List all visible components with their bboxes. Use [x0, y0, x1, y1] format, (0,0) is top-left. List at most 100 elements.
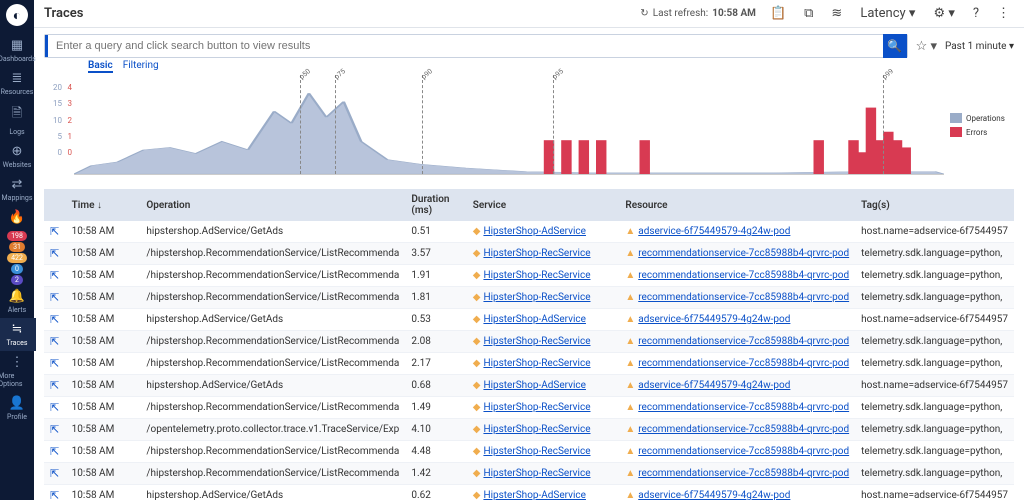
- open-trace-icon[interactable]: ⇱: [50, 401, 59, 414]
- latency-dropdown[interactable]: Latency ▾: [856, 4, 919, 23]
- nav-item[interactable]: 🔥: [0, 206, 36, 229]
- col-header[interactable]: Resource: [619, 189, 855, 221]
- nav-resources[interactable]: ≣Resources: [0, 67, 36, 100]
- resource-link[interactable]: recommendationservice-7cc85988b4-qrvrc-p…: [638, 468, 849, 479]
- table-row[interactable]: ⇱10:58 AMhipstershop.AdService/GetAds0.5…: [44, 221, 1014, 243]
- nav-dashboards[interactable]: ▦Dashboards: [0, 34, 36, 67]
- nav-more-options[interactable]: ⋮More Options: [0, 351, 36, 392]
- open-trace-icon[interactable]: ⇱: [50, 313, 59, 326]
- resource-link[interactable]: recommendationservice-7cc85988b4-qrvrc-p…: [638, 424, 849, 435]
- open-trace-icon[interactable]: ⇱: [50, 379, 59, 392]
- tab-filtering[interactable]: Filtering: [123, 60, 159, 73]
- col-header[interactable]: Operation: [140, 189, 405, 221]
- resource-link[interactable]: recommendationservice-7cc85988b4-qrvrc-p…: [638, 270, 849, 281]
- alert-badge[interactable]: 31: [9, 242, 25, 252]
- open-trace-icon[interactable]: ⇱: [50, 467, 59, 480]
- resource-link[interactable]: recommendationservice-7cc85988b4-qrvrc-p…: [638, 336, 849, 347]
- resource-link[interactable]: recommendationservice-7cc85988b4-qrvrc-p…: [638, 446, 849, 457]
- service-link[interactable]: HipsterShop-RecService: [483, 468, 590, 479]
- last-refresh[interactable]: ↻ Last refresh: 10:58 AM: [640, 8, 756, 19]
- wave-icon[interactable]: ≋: [827, 4, 846, 23]
- resource-link[interactable]: adservice-6f75449579-4g24w-pod: [638, 314, 790, 325]
- resource-link[interactable]: adservice-6f75449579-4g24w-pod: [638, 490, 790, 500]
- open-trace-icon[interactable]: ⇱: [50, 423, 59, 436]
- col-header[interactable]: Tag(s): [855, 189, 1014, 221]
- service-link[interactable]: HipsterShop-RecService: [483, 336, 590, 347]
- alert-badge[interactable]: 198: [7, 231, 27, 241]
- help-icon[interactable]: ?: [969, 4, 983, 23]
- legend-item[interactable]: Errors: [950, 127, 1014, 137]
- nav-profile[interactable]: 👤Profile: [0, 392, 36, 425]
- cell-tags: host.name=adservice-6f7544957: [855, 221, 1014, 243]
- col-header[interactable]: Time ↓: [66, 189, 141, 221]
- open-trace-icon[interactable]: ⇱: [50, 225, 59, 238]
- nav-traces[interactable]: ≒Traces: [0, 318, 36, 351]
- table-row[interactable]: ⇱10:58 AM/opentelemetry.proto.collector.…: [44, 419, 1014, 441]
- resource-link[interactable]: recommendationservice-7cc85988b4-qrvrc-p…: [638, 292, 849, 303]
- table-row[interactable]: ⇱10:58 AM/hipstershop.RecommendationServ…: [44, 331, 1014, 353]
- service-link[interactable]: HipsterShop-RecService: [483, 270, 590, 281]
- resource-link[interactable]: recommendationservice-7cc85988b4-qrvrc-p…: [638, 248, 849, 259]
- open-trace-icon[interactable]: ⇱: [50, 291, 59, 304]
- col-header[interactable]: [44, 189, 66, 221]
- table-row[interactable]: ⇱10:58 AMhipstershop.AdService/GetAds0.5…: [44, 309, 1014, 331]
- table-row[interactable]: ⇱10:58 AM/hipstershop.RecommendationServ…: [44, 397, 1014, 419]
- cell-time: 10:58 AM: [66, 265, 141, 287]
- open-trace-icon[interactable]: ⇱: [50, 357, 59, 370]
- resource-link[interactable]: adservice-6f75449579-4g24w-pod: [638, 380, 790, 391]
- service-link[interactable]: HipsterShop-RecService: [483, 358, 590, 369]
- cell-operation: hipstershop.AdService/GetAds: [140, 309, 405, 331]
- service-link[interactable]: HipsterShop-AdService: [483, 490, 586, 500]
- legend-item[interactable]: Operations: [950, 113, 1014, 123]
- clipboard-icon[interactable]: 📋: [766, 4, 790, 23]
- favorite-dropdown[interactable]: ☆ ▾: [916, 39, 937, 54]
- open-trace-icon[interactable]: ⇱: [50, 269, 59, 282]
- alert-badge[interactable]: 2: [11, 275, 23, 285]
- query-input[interactable]: [48, 40, 883, 52]
- open-trace-icon[interactable]: ⇱: [50, 445, 59, 458]
- chart-plot[interactable]: p50p75p90p95p99 407µs2ms7ms26ms107ms: [74, 75, 944, 175]
- table-row[interactable]: ⇱10:58 AM/hipstershop.RecommendationServ…: [44, 463, 1014, 485]
- open-trace-icon[interactable]: ⇱: [50, 247, 59, 260]
- search-button[interactable]: 🔍: [883, 34, 907, 58]
- app-logo[interactable]: ◐: [6, 4, 28, 26]
- cell-operation: /hipstershop.RecommendationService/ListR…: [140, 287, 405, 309]
- nav-logs[interactable]: 🗎Logs: [0, 100, 36, 140]
- refresh-icon[interactable]: ↻: [640, 8, 648, 19]
- service-link[interactable]: HipsterShop-RecService: [483, 424, 590, 435]
- alert-badge[interactable]: 422: [7, 253, 27, 263]
- alert-badge[interactable]: 0: [11, 264, 23, 274]
- clone-icon[interactable]: ⧉: [800, 4, 817, 23]
- resource-link[interactable]: adservice-6f75449579-4g24w-pod: [638, 226, 790, 237]
- nav-alerts[interactable]: 🔔Alerts: [0, 285, 36, 318]
- table-row[interactable]: ⇱10:58 AMhipstershop.AdService/GetAds0.6…: [44, 375, 1014, 397]
- service-link[interactable]: HipsterShop-RecService: [483, 248, 590, 259]
- table-row[interactable]: ⇱10:58 AM/hipstershop.RecommendationServ…: [44, 441, 1014, 463]
- open-trace-icon[interactable]: ⇱: [50, 489, 59, 500]
- nav-websites[interactable]: ⊕Websites: [0, 140, 36, 173]
- service-link[interactable]: HipsterShop-AdService: [483, 226, 586, 237]
- cell-time: 10:58 AM: [66, 221, 141, 243]
- table-row[interactable]: ⇱10:58 AM/hipstershop.RecommendationServ…: [44, 265, 1014, 287]
- open-trace-icon[interactable]: ⇱: [50, 335, 59, 348]
- service-link[interactable]: HipsterShop-AdService: [483, 380, 586, 391]
- gear-icon[interactable]: ⚙ ▾: [929, 4, 958, 23]
- service-link[interactable]: HipsterShop-RecService: [483, 446, 590, 457]
- col-header[interactable]: Service: [467, 189, 620, 221]
- table-row[interactable]: ⇱10:58 AM/hipstershop.RecommendationServ…: [44, 243, 1014, 265]
- table-row[interactable]: ⇱10:58 AM/hipstershop.RecommendationServ…: [44, 353, 1014, 375]
- service-link[interactable]: HipsterShop-RecService: [483, 292, 590, 303]
- service-link[interactable]: HipsterShop-RecService: [483, 402, 590, 413]
- service-link[interactable]: HipsterShop-AdService: [483, 314, 586, 325]
- resource-link[interactable]: recommendationservice-7cc85988b4-qrvrc-p…: [638, 358, 849, 369]
- table-row[interactable]: ⇱10:58 AM/hipstershop.RecommendationServ…: [44, 287, 1014, 309]
- service-icon: ◆: [473, 490, 481, 500]
- cell-tags: telemetry.sdk.language=python,: [855, 353, 1014, 375]
- resource-link[interactable]: recommendationservice-7cc85988b4-qrvrc-p…: [638, 402, 849, 413]
- col-header[interactable]: Duration (ms): [405, 189, 466, 221]
- tab-basic[interactable]: Basic: [88, 60, 113, 73]
- table-row[interactable]: ⇱10:58 AMhipstershop.AdService/GetAds0.6…: [44, 485, 1014, 500]
- more-icon[interactable]: ⋮: [993, 4, 1014, 23]
- timerange-dropdown[interactable]: Past 1 minute ▾: [945, 41, 1014, 52]
- nav-mappings[interactable]: ⇄Mappings: [0, 173, 36, 206]
